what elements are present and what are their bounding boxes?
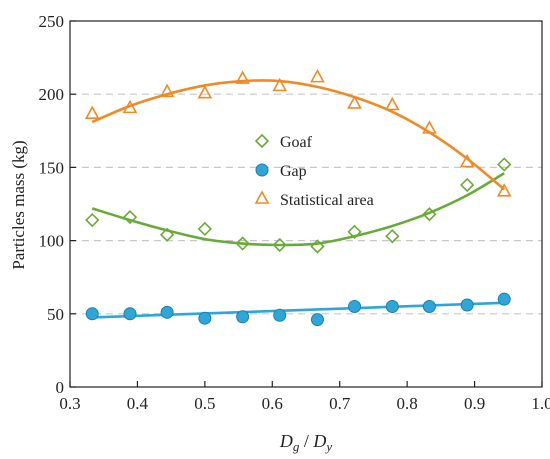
x-axis-label-sub-2: y <box>324 439 332 454</box>
gap-point <box>236 310 250 324</box>
legend-item-gap: Gap <box>255 163 307 180</box>
y-tick-label: 50 <box>47 305 64 324</box>
goaf-point <box>497 157 512 172</box>
goaf-point <box>310 239 325 254</box>
goaf-point <box>385 229 400 244</box>
y-tick-label: 250 <box>39 12 65 31</box>
gap-point <box>460 298 474 312</box>
gap-fit-curve <box>92 301 505 319</box>
x-tick-label: 0.4 <box>127 394 149 413</box>
x-axis-label-main-1: D <box>279 431 293 451</box>
gap-point <box>422 299 436 313</box>
y-tick-label: 0 <box>56 378 65 397</box>
x-tick-label: 0.7 <box>329 394 351 413</box>
y-axis-label: Particles mass (kg) <box>9 140 28 269</box>
statistical-area-point <box>384 96 400 111</box>
legend-gap-marker <box>255 163 269 177</box>
goaf-point <box>460 177 475 193</box>
gap-point <box>160 305 174 319</box>
y-tick-label: 200 <box>39 85 65 104</box>
legend-statistical-area-label: Statistical area <box>280 192 374 209</box>
gap-point <box>123 307 137 321</box>
gap-point <box>385 299 399 313</box>
goaf-point <box>159 227 175 242</box>
statistical-area-fit-curve <box>91 79 506 191</box>
x-axis-label-main-2: D <box>312 431 326 451</box>
statistical-area-point <box>84 105 100 120</box>
statistical-area-point <box>235 70 250 84</box>
plot-frame <box>69 20 543 388</box>
gap-point <box>273 308 287 322</box>
legend-gap-label: Gap <box>280 163 307 180</box>
legend-goaf-marker <box>254 133 270 149</box>
x-axis-label: Dg / Dy <box>279 431 333 454</box>
goaf-point <box>197 221 212 237</box>
y-tick-label: 150 <box>39 158 65 177</box>
goaf-point <box>347 224 362 239</box>
legend: Goaf Gap Statistical area <box>254 133 374 209</box>
gap-point <box>497 292 511 306</box>
statistical-area-point <box>496 183 512 197</box>
x-tick-label: 0.3 <box>59 394 80 413</box>
gap-point <box>348 299 362 313</box>
axis-ticks: 0 50 100 150 200 250 0.3 0.4 0.5 0.6 0.7 0.8 0.9 1.0 <box>39 12 550 413</box>
legend-item-goaf: Goaf <box>254 133 313 151</box>
gap-point <box>85 307 99 321</box>
gap-point <box>198 311 212 325</box>
statistical-area-point <box>310 68 325 83</box>
x-tick-label: 1.0 <box>531 394 550 413</box>
x-axis-label-sub-1: g <box>293 439 300 454</box>
statistical-area-point <box>422 120 437 134</box>
legend-statistical-area-marker <box>254 190 270 204</box>
statistical-area-point <box>347 95 362 109</box>
legend-goaf-label: Goaf <box>280 134 313 151</box>
x-tick-label: 0.5 <box>194 394 215 413</box>
legend-item-statistical-area: Statistical area <box>254 190 374 209</box>
statistical-area-point <box>197 85 213 99</box>
statistical-area-point <box>159 83 175 98</box>
gap-point <box>310 313 324 327</box>
x-tick-label: 0.8 <box>397 394 418 413</box>
statistical-area-point <box>122 99 138 114</box>
data-points <box>84 68 512 327</box>
y-tick-label: 100 <box>39 232 65 251</box>
x-axis-label-sep: / <box>299 431 313 451</box>
goaf-point <box>122 210 138 225</box>
x-tick-label: 0.6 <box>262 394 283 413</box>
statistical-area-point <box>459 153 475 168</box>
statistical-area-point <box>272 77 288 92</box>
goaf-fit-curve <box>91 172 505 247</box>
goaf-point <box>85 212 100 228</box>
goaf-point <box>235 236 250 251</box>
goaf-point <box>272 237 287 253</box>
x-tick-label: 0.9 <box>464 394 485 413</box>
grid-lines <box>70 93 542 315</box>
goaf-point <box>422 207 437 222</box>
